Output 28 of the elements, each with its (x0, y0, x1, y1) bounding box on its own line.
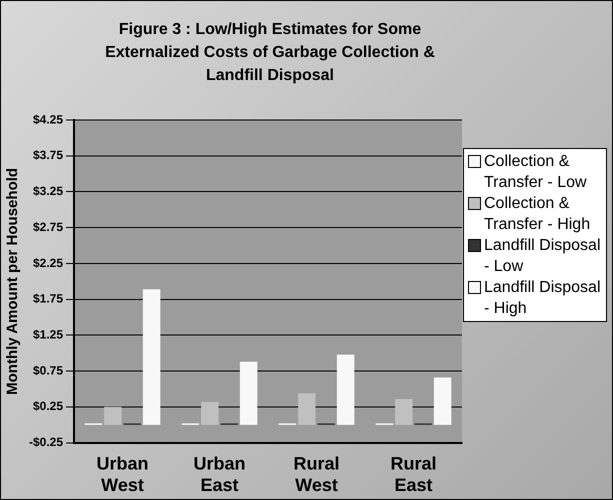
legend-label: Landfill Disposal - High (484, 278, 602, 319)
y-tick-label: $1.75 (32, 292, 64, 306)
legend-label: Collection & Transfer - Low (484, 152, 588, 193)
y-tick-label: $2.75 (32, 220, 64, 234)
bar (298, 393, 316, 425)
legend-label: Landfill Disposal - Low (484, 236, 602, 277)
bar (434, 378, 452, 425)
bar (240, 362, 258, 425)
x-tick-label: Rural West (294, 454, 340, 496)
y-tick-label: $1.25 (32, 328, 64, 342)
y-tick-label: $2.25 (32, 256, 64, 270)
y-tick-label: $3.75 (32, 148, 64, 162)
y-tick-label: $0.75 (32, 363, 64, 378)
x-tick-label: Rural East (390, 454, 437, 496)
bar (142, 289, 160, 425)
y-tick-label: -$0.25 (28, 435, 64, 450)
bar (395, 399, 413, 425)
chart-title: Figure 3 : Low/High Estimates for Some Externalized Costs of Garbage Collection & Landfill Disposal (104, 20, 436, 86)
bar (336, 354, 354, 425)
y-tick-label: $4.25 (32, 112, 64, 126)
y-tick-label: $0.25 (32, 399, 64, 414)
x-tick-label: Urban East (194, 454, 246, 496)
legend-label: Collection & Transfer - High (484, 194, 592, 235)
y-axis-title: Monthly Amount per Household (4, 168, 22, 395)
bar (201, 402, 219, 425)
x-tick-label: Urban West (96, 454, 149, 496)
bar (104, 406, 122, 425)
y-tick-label: $3.25 (32, 184, 64, 198)
